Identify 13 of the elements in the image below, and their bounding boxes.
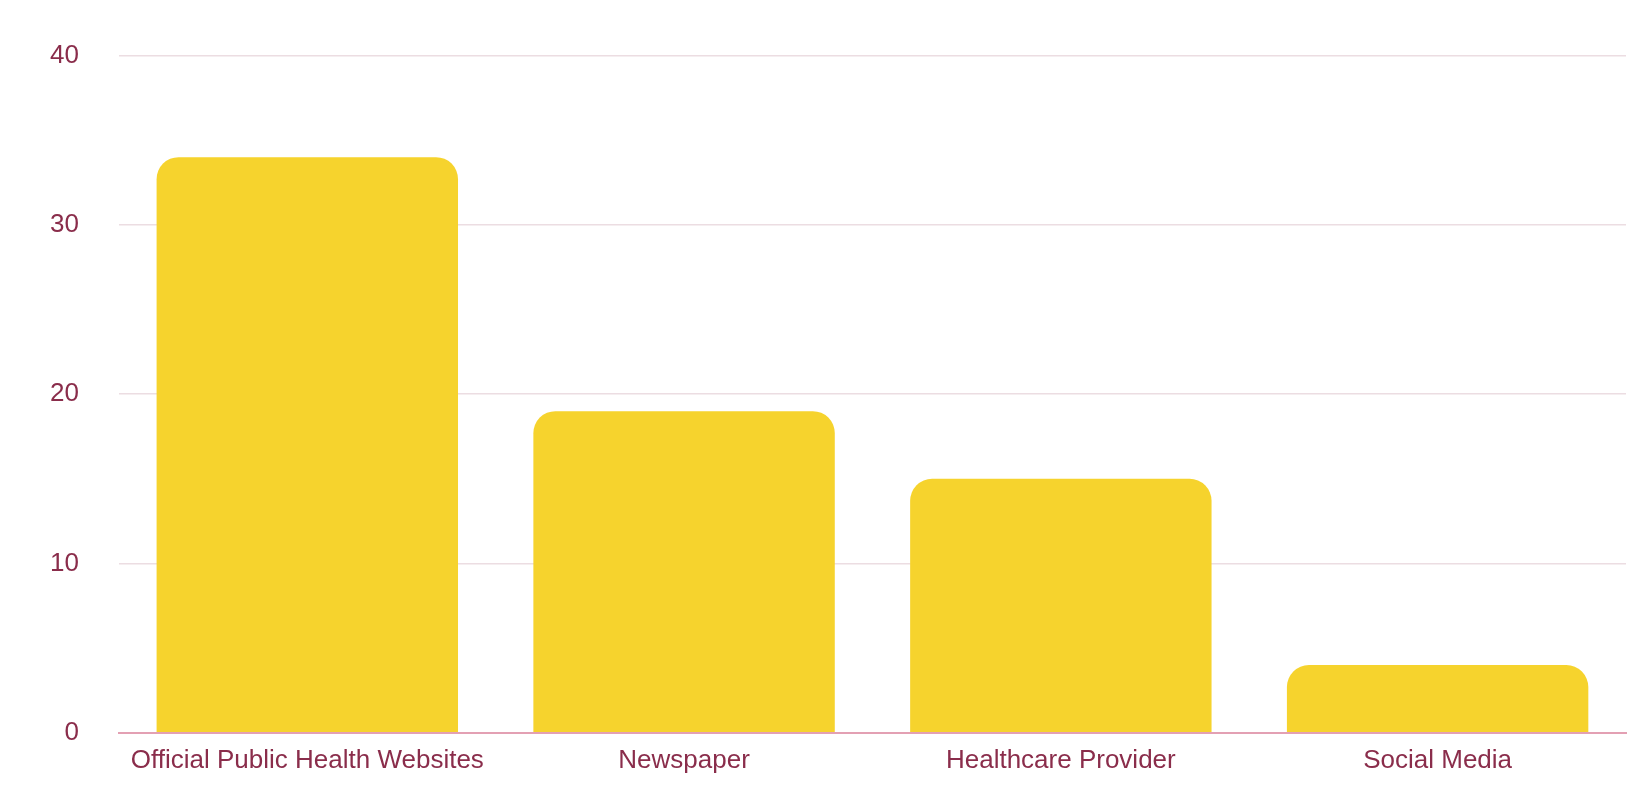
y-tick-label: 0 xyxy=(64,715,79,746)
bar xyxy=(156,157,459,733)
x-tick-label: Official Public Health Websites xyxy=(130,743,484,774)
y-tick-label: 30 xyxy=(50,208,79,239)
y-tick-label: 10 xyxy=(50,546,79,577)
y-tick-label: 20 xyxy=(50,377,79,408)
x-tick-label: Social Media xyxy=(1363,743,1513,774)
x-tick-label: Newspaper xyxy=(618,743,751,774)
y-tick-label: 40 xyxy=(50,38,79,69)
bar xyxy=(1286,665,1589,733)
bar xyxy=(533,411,835,733)
bar xyxy=(910,478,1212,733)
x-tick-label: Healthcare Provider xyxy=(945,743,1177,774)
